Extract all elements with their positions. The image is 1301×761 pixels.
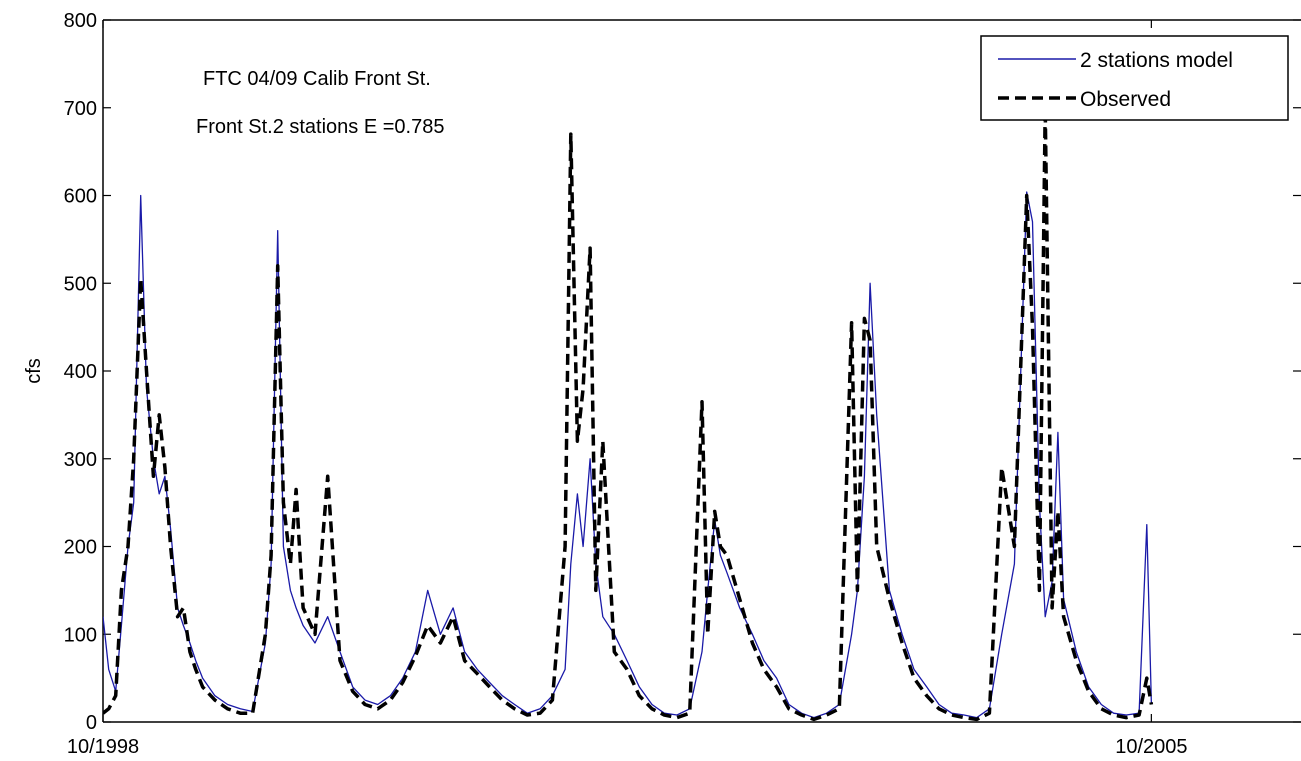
y-tick-label: 600	[64, 186, 97, 208]
legend-label-observed: Observed	[1080, 88, 1171, 111]
x-tick-label: 10/2005	[1115, 736, 1187, 758]
series-line-observed	[103, 106, 1154, 722]
x-axis-ticks: 10/1998 10/2005	[67, 20, 1188, 758]
legend: 2 stations model Observed	[980, 35, 1289, 121]
y-tick-label: 700	[64, 98, 97, 120]
y-axis-ticks: 0 100 200 300 400 500 600 700 800	[64, 10, 1301, 734]
y-axis-label: cfs	[23, 358, 45, 384]
legend-label-model: 2 stations model	[1080, 49, 1233, 72]
x-tick-label: 10/1998	[67, 736, 139, 758]
annotation-efficiency: Front St.2 stations E =0.785	[196, 116, 444, 138]
series-line-model	[103, 191, 1153, 719]
y-tick-label: 100	[64, 624, 97, 646]
y-tick-label: 500	[64, 273, 97, 295]
series-group	[103, 106, 1154, 722]
y-tick-label: 300	[64, 449, 97, 471]
legend-box	[980, 35, 1289, 121]
annotation-calibration: FTC 04/09 Calib Front St.	[203, 68, 431, 90]
y-tick-label: 200	[64, 537, 97, 559]
y-tick-label: 800	[64, 10, 97, 32]
y-tick-label: 0	[86, 712, 97, 734]
y-tick-label: 400	[64, 361, 97, 383]
